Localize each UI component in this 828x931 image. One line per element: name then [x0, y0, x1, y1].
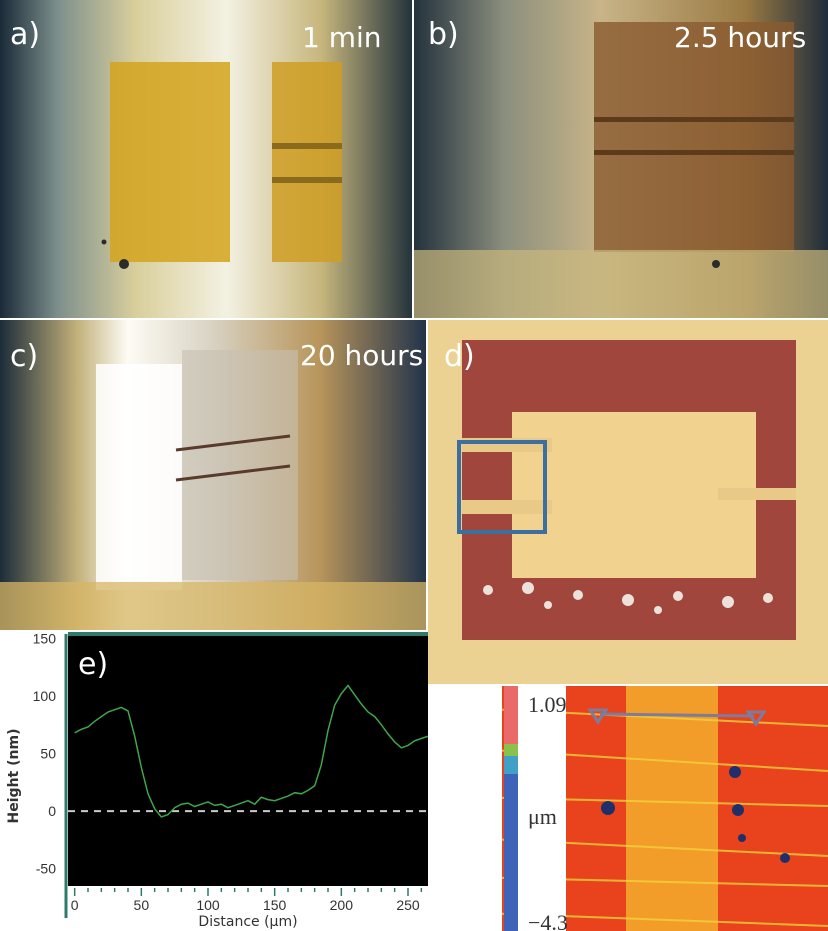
panel-d: d) — [428, 320, 828, 684]
photo-d — [428, 320, 828, 684]
colorbar-min: −4.3 — [528, 910, 568, 931]
panel-b: b) 2.5 hours — [414, 0, 828, 318]
panel-label: f) — [452, 701, 475, 736]
y-tick-label: 100 — [33, 688, 57, 704]
y-tick-label: 50 — [40, 746, 56, 762]
panel-e: 150 100 50 0 -50 0 50 100 150 200 250 Height (nm) … — [0, 630, 428, 931]
marker-left-icon — [587, 708, 609, 725]
colorbar-unit: μm — [528, 804, 557, 829]
x-tick-label: 50 — [134, 897, 150, 913]
photo-c — [0, 320, 426, 630]
panel-c: c) 20 hours — [0, 320, 426, 630]
y-tick-label: 0 — [48, 803, 56, 819]
time-label: 20 hours — [300, 339, 424, 372]
y-tick-label: -50 — [36, 861, 56, 877]
x-axis-label: Distance (μm) — [198, 914, 297, 930]
afm-map: 1.09 μm −4.3 — [430, 686, 828, 931]
photo-b — [414, 0, 828, 318]
height-profile-series — [74, 684, 428, 818]
y-axis-label: Height (nm) — [6, 729, 22, 824]
x-tick-label: 200 — [330, 897, 354, 913]
panel-label: a) — [10, 17, 41, 52]
highlight-box — [457, 440, 547, 534]
panel-a: a) 1 min — [0, 0, 412, 318]
panel-label: d) — [444, 339, 475, 374]
plot-area — [68, 636, 428, 886]
x-tick-label: 0 — [71, 897, 79, 913]
photo-a — [0, 0, 412, 318]
x-tick-label: 100 — [196, 897, 220, 913]
panel-label: c) — [10, 339, 39, 374]
y-tick-label: 150 — [33, 630, 57, 646]
marker-right-icon — [745, 710, 767, 727]
panel-label: e) — [78, 647, 109, 682]
time-label: 2.5 hours — [674, 21, 807, 54]
time-label: 1 min — [302, 21, 382, 54]
panel-f: 1.09 μm −4.3 f) — [430, 686, 828, 931]
profile-line — [599, 712, 755, 718]
colorbar-max: 1.09 — [528, 692, 567, 717]
x-tick-label: 150 — [263, 897, 287, 913]
panel-label: b) — [428, 17, 459, 52]
x-tick-label: 250 — [396, 897, 420, 913]
